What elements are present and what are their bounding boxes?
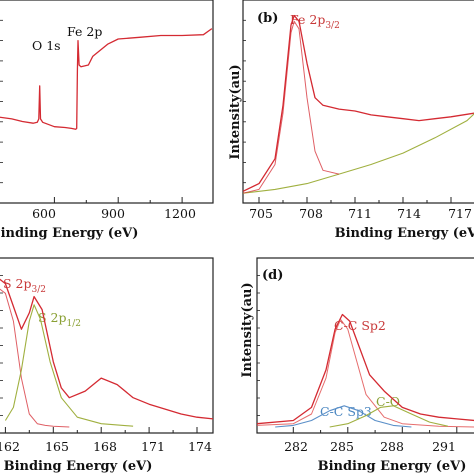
- panel-b-series-1-line: [242, 113, 474, 194]
- panel-a-series-0-line: [0, 28, 213, 130]
- panel-d: (d) C-C Sp2 C-C Sp3 C-O Intensity(au) 28…: [240, 257, 474, 474]
- panel-c-xtick-label-171: 171: [141, 439, 165, 454]
- panel-d-series-3-line: [329, 405, 448, 428]
- panel-a-annotation-o1s: O 1s: [32, 38, 61, 53]
- panel-a-xtick-label-1200: 1200: [164, 206, 196, 221]
- panel-d-tag: (d): [262, 268, 283, 283]
- panel-c-frame: [0, 257, 214, 434]
- panel-b-ylabel: Intensity(au): [228, 64, 243, 159]
- panel-c-xtick-label-165: 165: [45, 439, 69, 454]
- panel-d-ylabel: Intensity(au): [240, 282, 255, 377]
- panel-c-series-1-line: [0, 288, 70, 428]
- panel-a: O 1s Fe 2p 600 900 1200 Binding Energy (…: [0, 0, 214, 241]
- panel-b-xlabel: Binding Energy (eV): [335, 226, 474, 241]
- panel-a-frame: [0, 0, 214, 204]
- panel-c-xtick-label-174: 174: [188, 439, 212, 454]
- panel-b-xtick-label-705: 705: [249, 206, 273, 221]
- panel-d-series-0-line: [256, 313, 474, 425]
- panel-b-series-2-line: [242, 20, 340, 194]
- panel-d-xtick-label-285: 285: [330, 439, 354, 454]
- panel-b-tag: (b): [257, 11, 278, 26]
- panel-c-xtick-label-162: 162: [0, 439, 20, 454]
- panel-c: S 2p3/2 S 2p1/2 162 165 168 171 174 Bind…: [0, 257, 214, 474]
- panel-b-xtick-label-711: 711: [348, 206, 372, 221]
- panel-d-xtick-label-282: 282: [284, 439, 308, 454]
- tick-mark-layer: [0, 19, 458, 433]
- panel-b: (b) Fe 2p3/2 Intensity(au) 705 708 711 7…: [228, 0, 474, 241]
- panel-b-xtick-label-708: 708: [299, 206, 323, 221]
- panel-a-xtick-label-900: 900: [101, 206, 125, 221]
- panel-d-series-2-line: [275, 405, 412, 428]
- panel-b-frame: [242, 0, 474, 204]
- panel-d-annotation-co: C-O: [376, 394, 400, 409]
- panel-d-xtick-label-288: 288: [380, 439, 404, 454]
- panel-d-annotation-ccsp2: C-C Sp2: [334, 318, 386, 333]
- panel-b-xtick-label-717: 717: [448, 206, 472, 221]
- panel-a-xlabel: Binding Energy (eV): [0, 226, 138, 241]
- panel-c-series-0-line: [0, 278, 214, 420]
- panel-d-annotation-ccsp3: C-C Sp3: [320, 404, 372, 419]
- panel-d-xtick-label-291: 291: [432, 439, 456, 454]
- panel-b-series-0-line: [242, 14, 474, 192]
- panel-d-xlabel: Binding Energy (eV): [318, 459, 467, 474]
- panel-c-annotation-s2p32: S 2p3/2: [3, 276, 46, 295]
- panel-b-xtick-label-714: 714: [397, 206, 421, 221]
- panel-b-annotation-fe2p32: Fe 2p3/2: [290, 12, 340, 31]
- panel-c-series-2-line: [4, 304, 134, 427]
- panel-c-xtick-label-168: 168: [93, 439, 117, 454]
- panel-a-xtick-label-600: 600: [32, 206, 56, 221]
- panel-c-xlabel: Binding Energy (eV): [4, 459, 153, 474]
- panel-d-series-1-line: [256, 318, 474, 428]
- series-layer: [0, 14, 474, 428]
- panel-a-annotation-fe2p: Fe 2p: [67, 24, 102, 39]
